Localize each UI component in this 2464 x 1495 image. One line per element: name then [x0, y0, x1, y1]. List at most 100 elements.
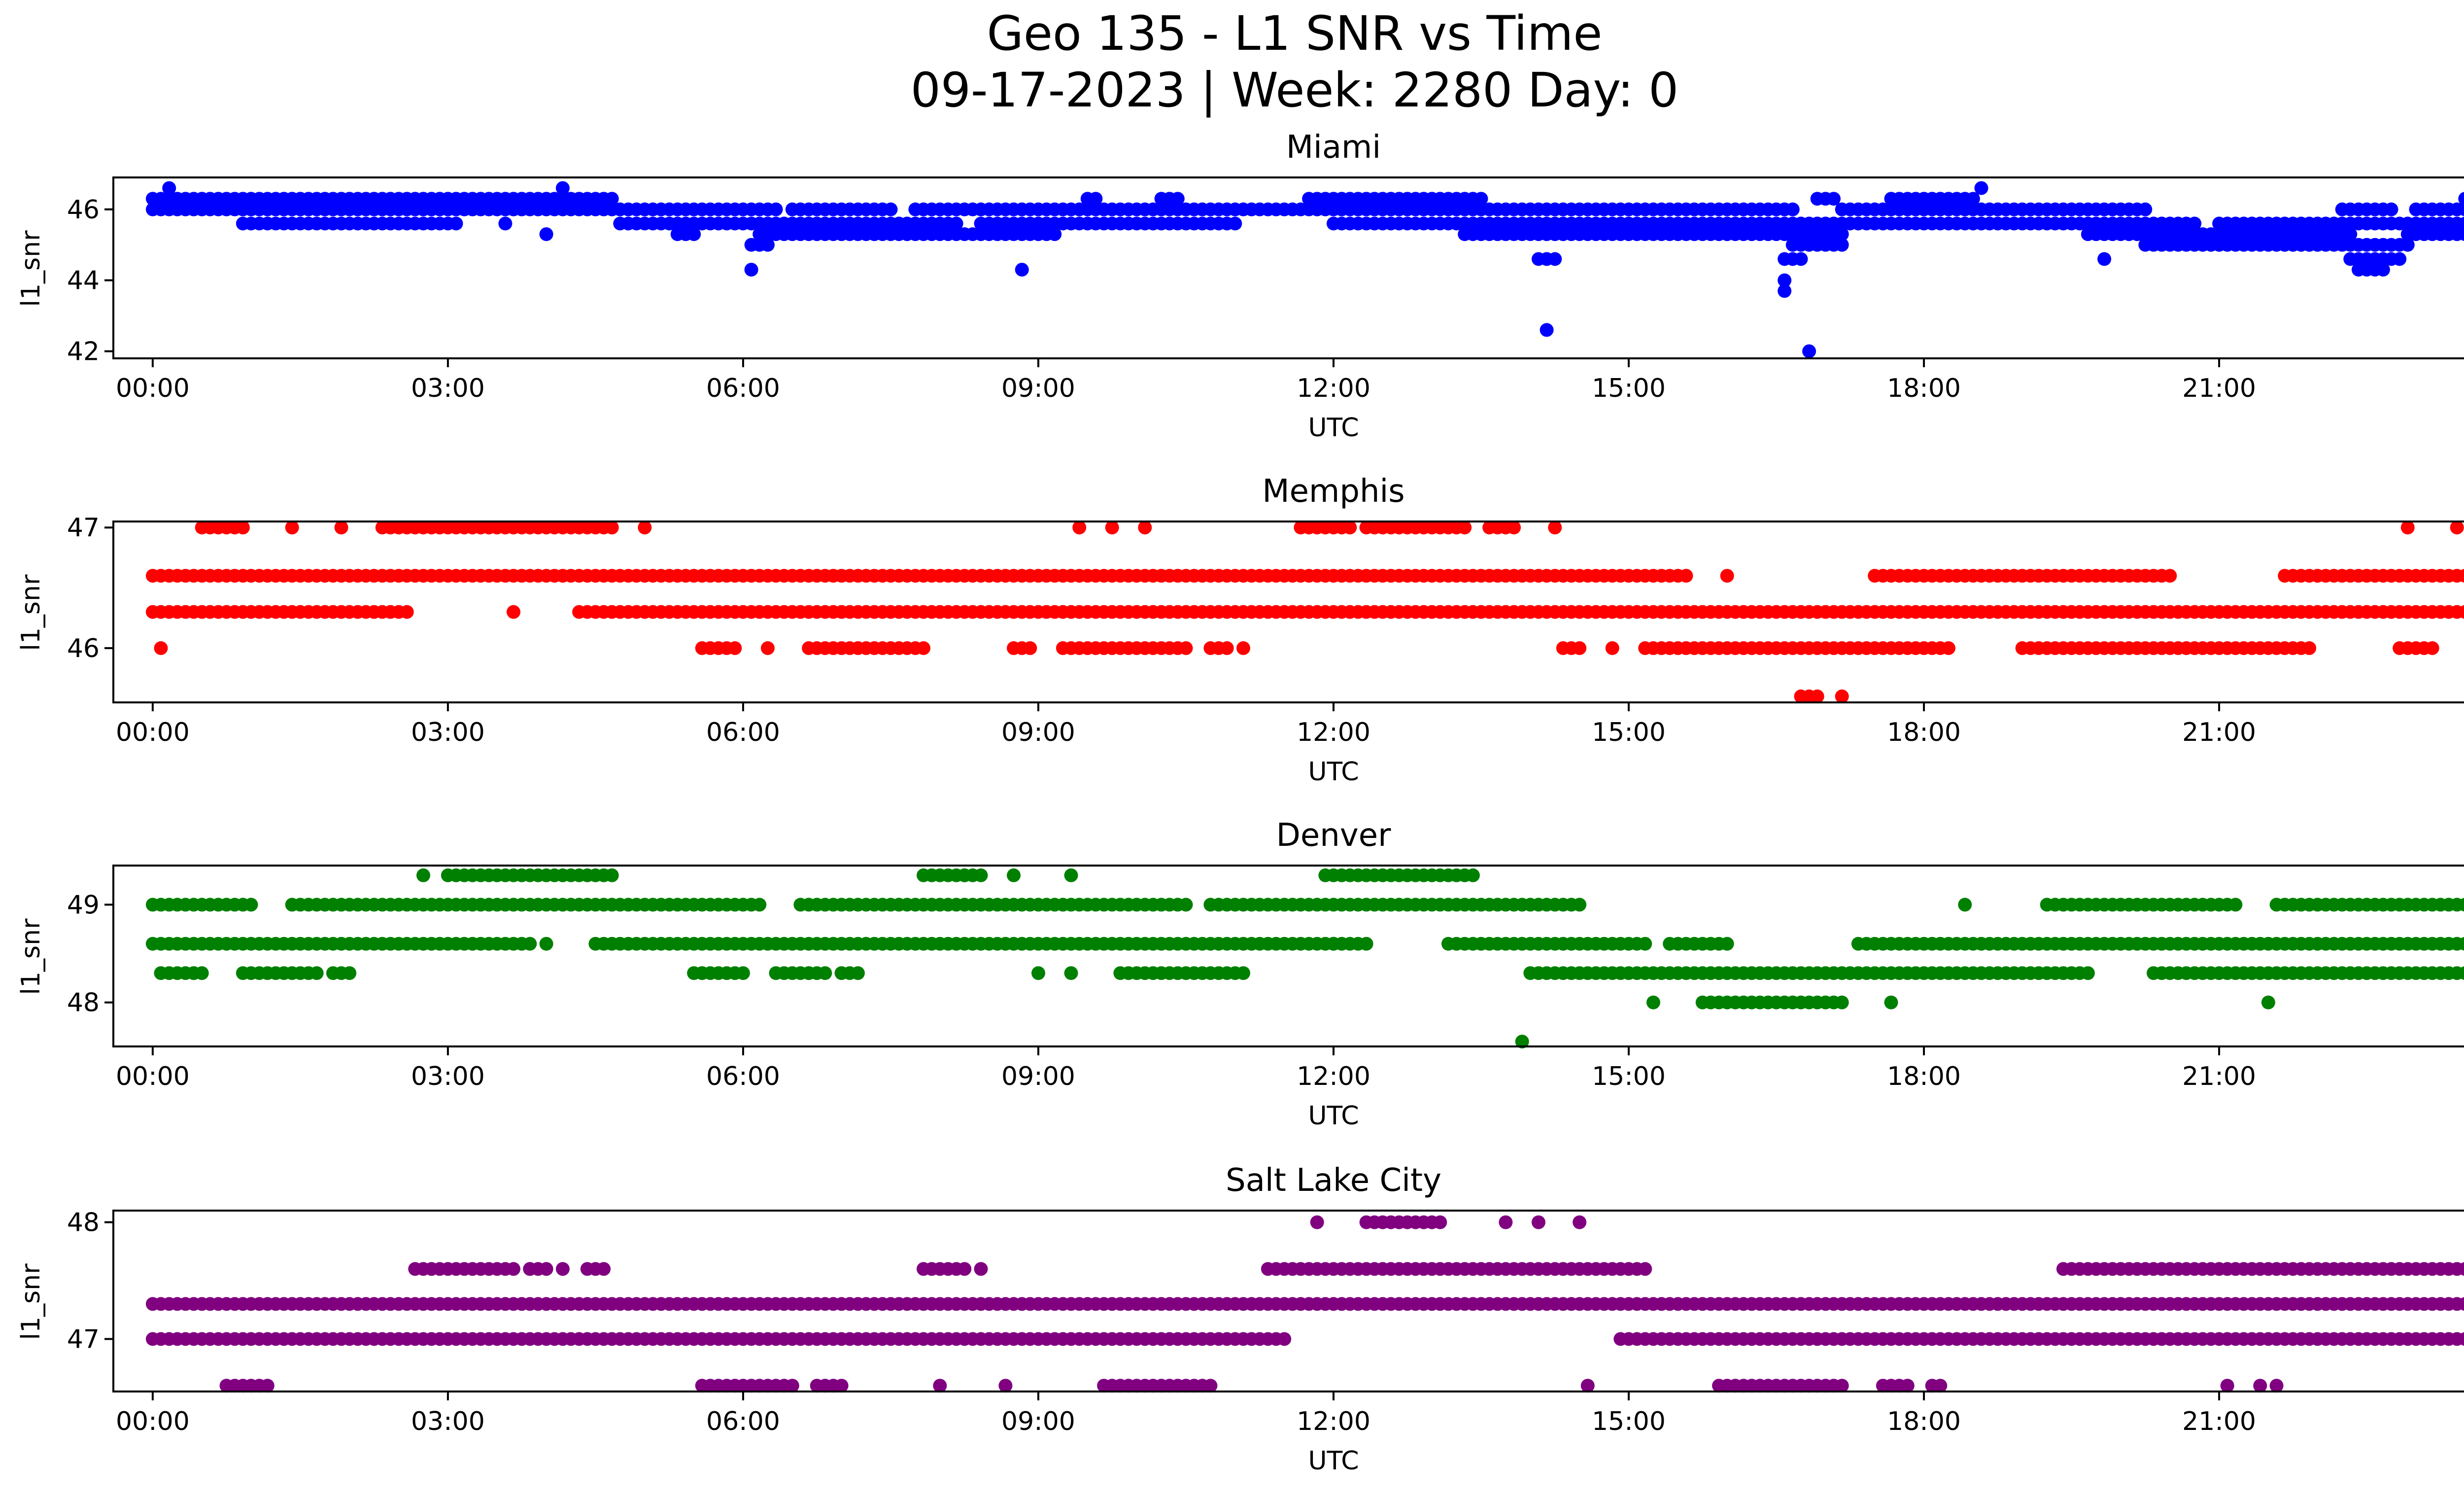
data-points [145, 181, 2464, 358]
data-point [2302, 641, 2317, 655]
data-point [1515, 1035, 1529, 1049]
data-point [1540, 323, 1554, 337]
data-point [1277, 1332, 1292, 1346]
y-tick-label: 48 [67, 1208, 100, 1238]
plot-frame [112, 521, 2464, 703]
x-tick-label: 03:00 [411, 1407, 485, 1436]
data-point [1203, 1379, 1218, 1393]
data-point [2376, 263, 2390, 277]
data-points [145, 521, 2464, 703]
data-point [539, 937, 553, 951]
data-point [974, 868, 988, 882]
data-point [2458, 569, 2464, 583]
data-point [1359, 937, 1373, 951]
data-point [1507, 521, 1521, 535]
data-point [507, 1262, 520, 1276]
data-point [1785, 202, 1800, 216]
data-point [1228, 216, 1242, 231]
data-point [1720, 937, 1734, 951]
x-tick-label: 21:00 [2182, 1407, 2256, 1436]
data-point [2458, 192, 2464, 206]
x-tick-label: 06:00 [706, 374, 780, 403]
data-point [555, 1262, 570, 1276]
data-point [1327, 937, 1340, 951]
data-point [851, 966, 865, 980]
data-point [769, 202, 783, 216]
data-point [744, 263, 758, 277]
data-point [2458, 202, 2464, 216]
axis-ticks: 00:00 03:00 06:00 09:00 12:00 15:00 18:00 21:00… [67, 195, 2256, 403]
data-point [1548, 521, 1562, 535]
subplot-title: Denver [1276, 817, 1391, 854]
data-point [1638, 937, 1652, 951]
data-point [1573, 1215, 1587, 1229]
data-point [834, 1379, 849, 1393]
x-tick-label: 03:00 [411, 374, 485, 403]
data-point [884, 202, 898, 216]
x-tick-label: 21:00 [2182, 374, 2256, 403]
data-point [1827, 192, 1841, 206]
y-tick-label: 47 [67, 513, 100, 543]
x-axis-label: UTC [1308, 413, 1359, 443]
data-point [2458, 1332, 2464, 1346]
data-point [1048, 227, 1062, 242]
x-tick-label: 06:00 [706, 718, 780, 747]
data-point [1179, 898, 1193, 912]
data-point [1679, 569, 1693, 583]
data-point [2458, 1297, 2464, 1311]
data-point [1573, 641, 1587, 655]
data-point [523, 1262, 537, 1276]
data-point [1064, 868, 1078, 882]
data-point [2097, 252, 2112, 266]
data-point [1499, 1215, 1513, 1229]
data-point [1933, 1379, 1948, 1393]
data-point [2188, 216, 2202, 231]
data-point [687, 227, 701, 242]
y-axis-label: l1_snr [16, 918, 46, 995]
data-points [145, 868, 2464, 1049]
data-point [695, 966, 709, 980]
data-point [1532, 1215, 1545, 1229]
data-point [244, 898, 258, 912]
data-point [309, 966, 324, 980]
data-point [1105, 521, 1119, 535]
data-point [1023, 641, 1037, 655]
data-point [974, 1262, 988, 1276]
data-point [1089, 192, 1103, 206]
data-point [539, 1262, 553, 1276]
data-point [1884, 995, 1898, 1009]
x-tick-label: 09:00 [1001, 374, 1075, 403]
x-tick-label: 03:00 [411, 718, 485, 747]
data-point [2425, 641, 2439, 655]
axis-ticks: 00:00 03:00 06:00 09:00 12:00 15:00 18:00 21:00… [67, 1208, 2256, 1436]
x-tick-label: 21:00 [2182, 718, 2256, 747]
data-point [236, 521, 250, 535]
x-tick-label: 06:00 [706, 1062, 780, 1091]
data-point [802, 966, 816, 980]
data-point [818, 966, 832, 980]
x-tick-label: 12:00 [1297, 1407, 1370, 1436]
data-point [1835, 995, 1849, 1009]
y-tick-label: 44 [67, 266, 100, 296]
data-point [753, 898, 767, 912]
subplot-miami: Miami UTC l1_snr 00:00 03:00 06:00 09:00 12:… [16, 129, 2464, 443]
data-point [760, 238, 775, 252]
data-point [1310, 1215, 1324, 1229]
data-point [736, 966, 750, 980]
data-point [1540, 252, 1554, 266]
data-point [416, 868, 430, 882]
data-point [1220, 641, 1234, 655]
y-tick-label: 49 [67, 890, 100, 920]
data-point [1900, 1379, 1915, 1393]
data-point [605, 868, 619, 882]
x-tick-label: 12:00 [1297, 1062, 1370, 1091]
x-axis-label: UTC [1308, 1446, 1359, 1476]
data-point [1015, 263, 1029, 277]
data-point [523, 937, 537, 951]
data-point [1835, 689, 1849, 703]
data-point [1974, 181, 1988, 195]
x-axis-label: UTC [1308, 757, 1359, 787]
data-points [145, 1215, 2464, 1393]
data-point [162, 181, 176, 195]
